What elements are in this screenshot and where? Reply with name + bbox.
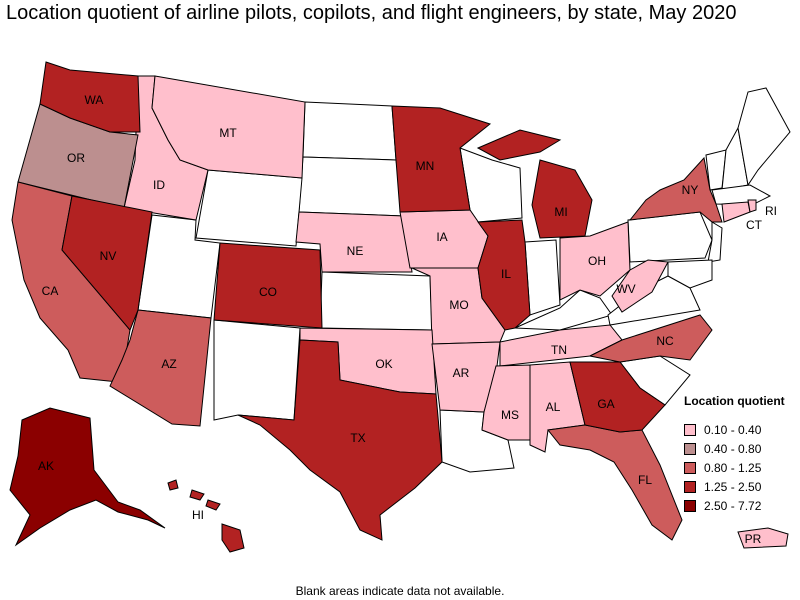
state-labels: WA OR CA NV ID MT AZ CO NE TX OK MN IA M… (38, 93, 777, 546)
legend-swatch (684, 423, 696, 436)
legend-item: 0.10 - 0.40 (684, 420, 796, 439)
map-legend: Location quotient 0.10 - 0.40 0.40 - 0.8… (684, 394, 796, 515)
state-shape-nj[interactable] (707, 221, 723, 263)
state-shape-wy[interactable] (195, 169, 303, 247)
state-label-mt: MT (219, 126, 237, 140)
state-label-co: CO (259, 285, 277, 299)
state-shape-oh[interactable] (559, 221, 631, 301)
no-data-states (137, 87, 791, 473)
state-shape-me[interactable] (737, 87, 791, 187)
state-label-mo: MO (449, 298, 468, 312)
state-label-ga: GA (597, 397, 614, 411)
state-shape-in[interactable] (524, 239, 561, 316)
state-label-ny: NY (682, 183, 699, 197)
state-shape-pr[interactable] (737, 527, 789, 549)
state-label-ak: AK (38, 459, 54, 473)
legend-label: 1.25 - 2.50 (704, 479, 762, 494)
state-label-ar: AR (453, 366, 470, 380)
legend-label: 2.50 - 7.72 (704, 498, 762, 513)
state-label-oh: OH (588, 254, 606, 268)
legend-label: 0.40 - 0.80 (704, 441, 762, 456)
map-title: Location quotient of airline pilots, cop… (6, 2, 737, 24)
state-label-id: ID (153, 178, 165, 192)
bin-3-states (39, 61, 666, 553)
legend-label: 0.10 - 0.40 (704, 422, 762, 437)
state-shape-mn[interactable] (391, 105, 492, 213)
state-shape-ga[interactable] (569, 361, 666, 433)
legend-swatch (684, 480, 696, 493)
state-label-ok: OK (375, 357, 392, 371)
state-shape-ak[interactable] (9, 407, 166, 547)
state-shape-mi-upper[interactable] (476, 129, 562, 161)
state-label-mn: MN (416, 159, 435, 173)
state-label-nv: NV (100, 249, 117, 263)
state-shape-ks[interactable] (319, 271, 433, 331)
state-label-al: AL (546, 400, 561, 414)
state-shape-pa[interactable] (627, 211, 713, 263)
legend-item: 0.80 - 1.25 (684, 458, 796, 477)
state-shape-mt[interactable] (151, 75, 306, 179)
bin-2-states (11, 156, 723, 541)
state-label-tx: TX (350, 431, 365, 445)
state-label-wv: WV (616, 282, 635, 296)
legend-title: Location quotient (684, 394, 785, 408)
state-shape-mi[interactable] (531, 159, 593, 239)
state-shape-hi-2[interactable] (189, 489, 205, 501)
legend-swatch (684, 499, 696, 512)
state-label-il: IL (501, 267, 511, 281)
state-label-ne: NE (347, 244, 364, 258)
state-shape-wv[interactable] (611, 259, 669, 313)
state-label-nc: NC (656, 334, 674, 348)
state-shape-fl[interactable] (547, 424, 683, 541)
state-shape-nm[interactable] (213, 319, 301, 421)
legend-item: 2.50 - 7.72 (684, 496, 796, 515)
state-shape-az[interactable] (109, 309, 212, 427)
state-label-ri: RI (765, 204, 777, 218)
bin-0-states (123, 75, 789, 549)
state-label-or: OR (67, 151, 85, 165)
footnote: Blank areas indicate data not available. (295, 584, 505, 598)
legend-swatch (684, 461, 696, 474)
state-shape-hi-4[interactable] (221, 523, 245, 553)
state-label-wa: WA (85, 93, 104, 107)
state-label-tn: TN (551, 343, 567, 357)
state-label-hi: HI (192, 508, 204, 522)
state-shape-hi-3[interactable] (205, 499, 221, 511)
state-shape-sd[interactable] (298, 156, 405, 217)
state-label-az: AZ (161, 357, 176, 371)
state-shape-nc[interactable] (588, 314, 713, 363)
bin-4-states (9, 407, 166, 547)
legend-swatch (684, 442, 696, 455)
state-shape-hi-1[interactable] (167, 479, 179, 491)
state-shape-co[interactable] (213, 242, 323, 329)
legend-label: 0.80 - 1.25 (704, 460, 762, 475)
state-shape-nv[interactable] (61, 195, 153, 331)
state-shape-ri[interactable] (747, 199, 757, 213)
state-label-ca: CA (42, 284, 59, 298)
state-shape-md-de[interactable] (667, 259, 713, 289)
state-shape-ny[interactable] (628, 156, 723, 223)
state-shape-wa[interactable] (39, 61, 141, 133)
state-label-ms: MS (501, 408, 519, 422)
legend-item: 0.40 - 0.80 (684, 439, 796, 458)
state-shape-tx[interactable] (237, 339, 443, 541)
state-shape-nd[interactable] (302, 101, 397, 161)
state-shape-il[interactable] (477, 219, 531, 331)
state-label-mi: MI (554, 205, 567, 219)
state-label-ia: IA (436, 230, 447, 244)
legend-item: 1.25 - 2.50 (684, 477, 796, 496)
state-label-fl: FL (638, 473, 652, 487)
state-label-ct: CT (746, 218, 763, 232)
state-label-pr: PR (745, 532, 762, 546)
